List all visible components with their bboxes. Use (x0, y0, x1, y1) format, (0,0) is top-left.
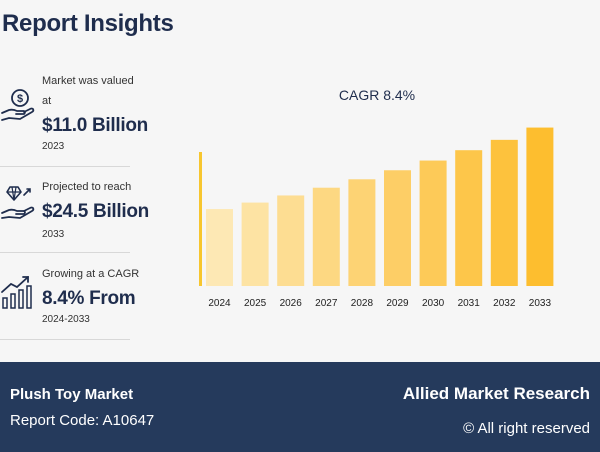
stat-cagr: Growing at a CAGR 8.4% From 2024-2033 (0, 268, 139, 338)
y-axis-line (199, 152, 202, 286)
stat-label: Growing at a CAGR (42, 268, 140, 280)
divider (0, 252, 130, 253)
bar-2029 (384, 170, 411, 286)
x-tick-label: 2027 (315, 298, 338, 309)
x-tick-label: 2024 (208, 298, 231, 309)
stat-projected-value: Projected to reach $24.5 Billion 2033 (0, 181, 149, 251)
stat-market-value: $ Market was valued at $11.0 Billion 202… (0, 75, 148, 155)
bar-2031 (455, 150, 483, 286)
report-code: Report Code: A10647 (10, 412, 155, 429)
bar-2025 (241, 202, 269, 286)
bar-2024 (206, 209, 233, 286)
bar-2027 (312, 187, 340, 286)
growth-chart-icon (1, 276, 32, 309)
x-tick-label: 2030 (422, 298, 445, 309)
divider (0, 339, 130, 340)
copyright-text: © All right reserved (463, 420, 590, 437)
stat-year: 2033 (42, 229, 65, 240)
bar-2026 (277, 195, 305, 286)
brand-name: Allied Market Research (402, 384, 590, 403)
page-title: Report Insights (2, 10, 174, 37)
diamond-hand-icon (1, 186, 35, 219)
x-tick-label: 2026 (280, 298, 303, 309)
bar-2028 (348, 179, 376, 286)
bar-2033 (526, 127, 554, 286)
stat-label: Projected to reach (42, 181, 132, 193)
chart-title: CAGR 8.4% (339, 87, 415, 103)
x-tick-label: 2033 (529, 298, 552, 309)
stat-year: 2024-2033 (42, 314, 90, 325)
report-panel: Report Insights $ Market was valued at $… (0, 10, 590, 350)
stat-value: $11.0 Billion (42, 115, 148, 136)
stat-year: 2023 (42, 141, 65, 152)
chart-canvas: CAGR 8.4% 2024 2025 2026 2027 2028 2029 2030 203… (199, 87, 554, 309)
divider (0, 166, 130, 167)
bar-chart: CAGR 8.4% 2024 2025 2026 2027 2028 2029 2030 203… (150, 60, 590, 350)
x-tick-label: 2032 (493, 298, 516, 309)
bar-2030 (419, 160, 447, 286)
market-name: Plush Toy Market (10, 386, 134, 403)
svg-text:$: $ (17, 93, 23, 105)
bar-2032 (490, 139, 518, 286)
footer: Plush Toy Market Report Code: A10647 All… (0, 362, 600, 452)
x-tick-label: 2028 (351, 298, 374, 309)
x-tick-label: 2025 (244, 298, 267, 309)
x-tick-label: 2029 (386, 298, 409, 309)
stat-label: Market was valued (42, 75, 134, 87)
stat-value: $24.5 Billion (42, 201, 149, 222)
stat-label-continued: at (42, 95, 52, 107)
stat-value: 8.4% From (42, 288, 136, 309)
money-hand-icon: $ (1, 89, 35, 121)
x-tick-label: 2031 (458, 298, 481, 309)
